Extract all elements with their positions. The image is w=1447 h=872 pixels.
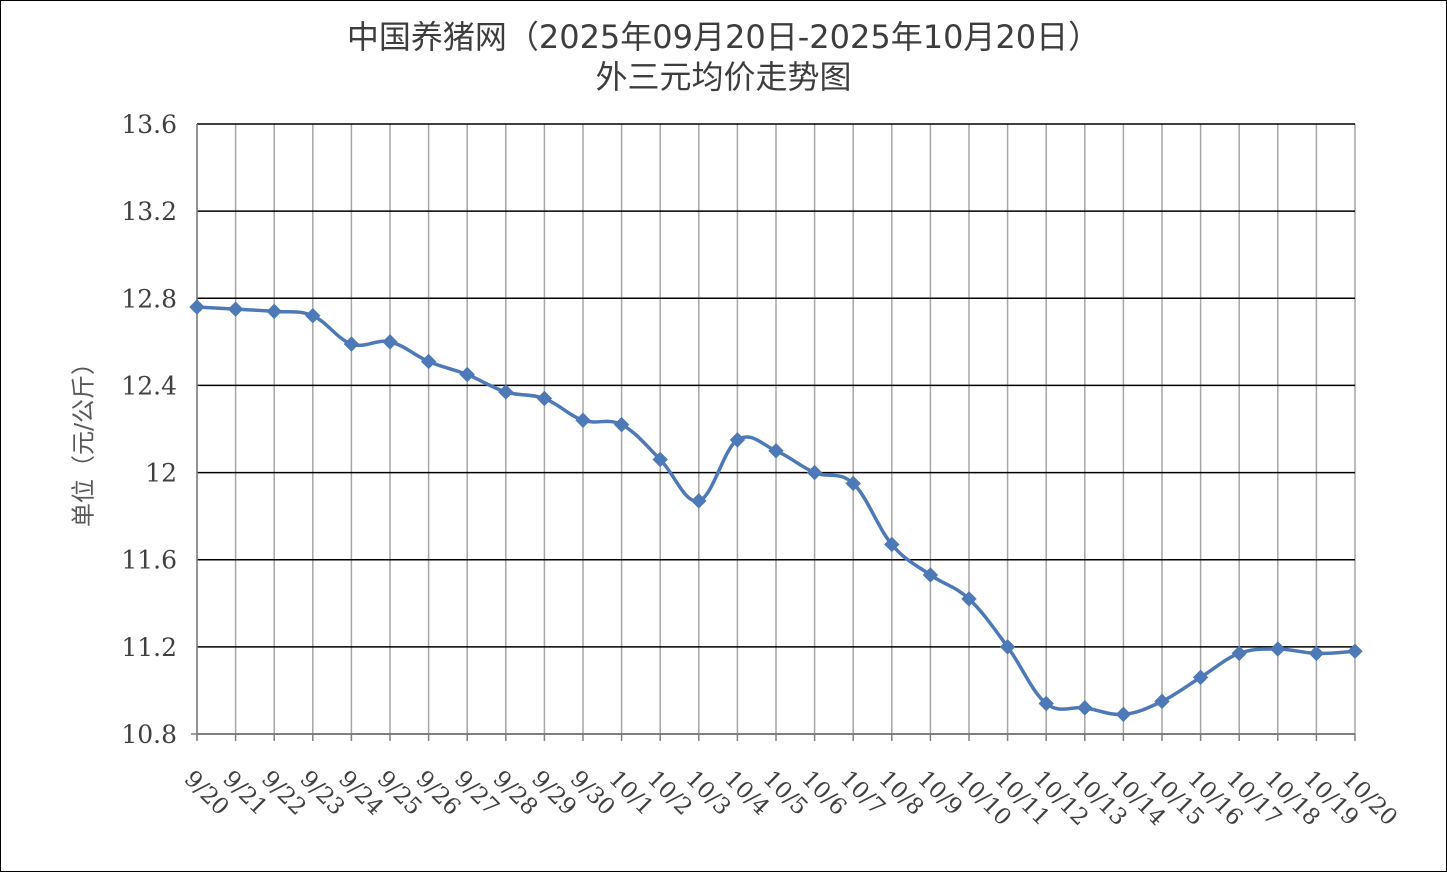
data-point [884,536,900,553]
y-tick-label: 12 [145,459,177,488]
data-point [227,301,244,317]
data-point [613,416,630,433]
data-point [922,567,939,583]
x-tick-label: 9/20 [179,766,234,821]
data-point [768,443,784,459]
data-point [1308,645,1325,662]
data-point [999,639,1016,655]
y-tick-label: 11.2 [121,633,177,662]
data-point [845,475,861,492]
y-tick-label: 13.2 [121,197,177,226]
data-point [1115,706,1132,723]
data-point [189,299,205,315]
y-tick-label: 12.8 [121,284,177,313]
data-point [498,384,514,400]
data-point [459,366,475,383]
data-point [1231,645,1247,662]
data-point [266,303,282,320]
data-point [1270,641,1286,657]
y-tick-label: 12.4 [121,371,177,400]
data-point [729,432,746,448]
data-point [1038,695,1054,712]
y-tick-label: 13.6 [121,110,177,139]
data-point [575,412,591,428]
data-point [382,334,398,350]
chart-title: 中国养猪网（2025年09月20日-2025年10月20日） [346,18,1101,56]
data-point [536,390,553,407]
y-tick-label: 11.6 [121,546,177,575]
data-point [343,336,360,352]
data-point [961,591,977,607]
data-point [806,464,823,481]
data-point [1077,700,1093,716]
y-tick-label: 10.8 [121,720,177,749]
data-point [305,308,321,324]
data-point [1154,693,1170,710]
data-point [691,493,707,509]
data-point [420,353,437,370]
data-point [652,451,668,468]
data-point [1192,669,1209,686]
chart-subtitle: 外三元均价走势图 [595,58,852,96]
data-point [1347,643,1363,659]
